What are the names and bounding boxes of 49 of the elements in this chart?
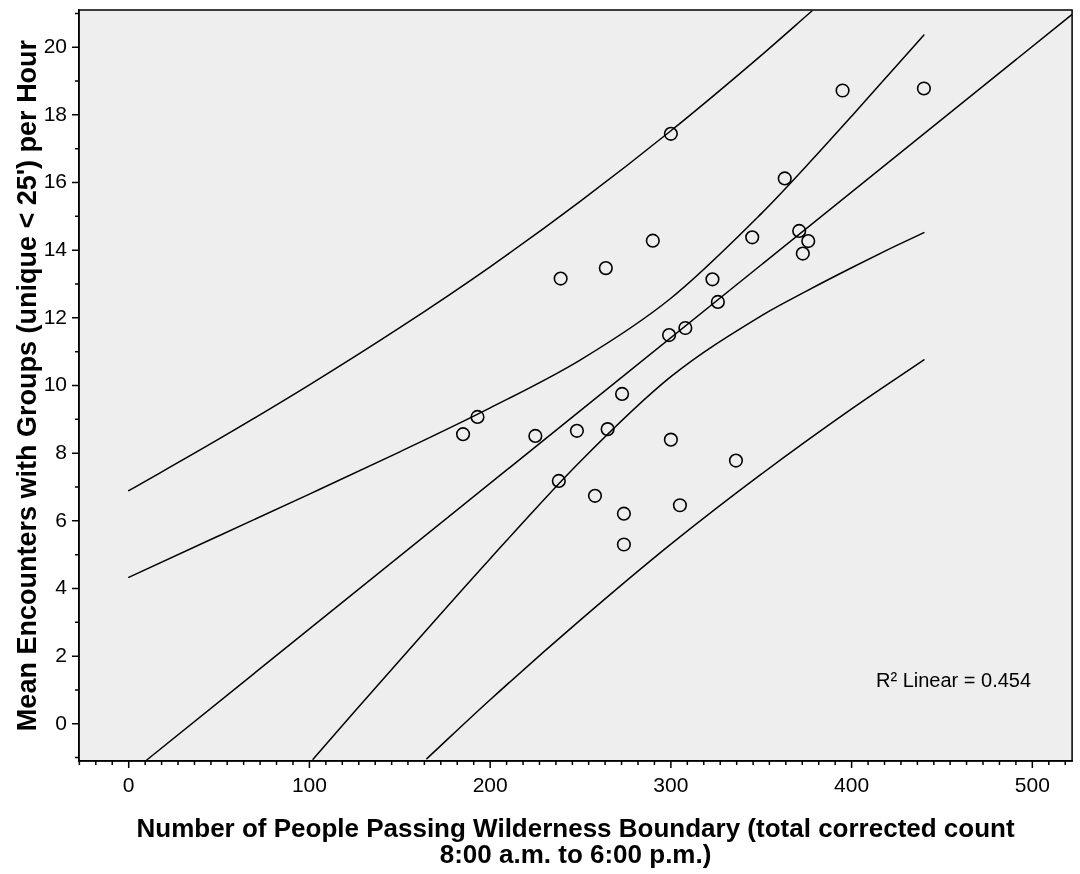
- x-tick-label: 300: [653, 773, 689, 797]
- y-tick-label: 16: [43, 169, 67, 193]
- point: [705, 272, 720, 287]
- line-series: [127, 34, 925, 579]
- point: [455, 427, 471, 442]
- y-axis-title: Mean Encounters with Groups (unique < 25') per Hour: [11, 39, 42, 732]
- point: [710, 294, 725, 310]
- point: [551, 473, 566, 488]
- y-tick-label: 2: [55, 642, 67, 666]
- x-tick-label: 500: [1014, 773, 1050, 797]
- y-tick-label: 14: [43, 236, 68, 260]
- point: [600, 422, 615, 437]
- point: [598, 261, 613, 276]
- point: [728, 453, 744, 468]
- annotation: R² Linear = 0.454: [875, 668, 1032, 691]
- point: [661, 328, 677, 343]
- point: [663, 126, 678, 141]
- y-tick-label: 10: [43, 372, 67, 396]
- point: [792, 223, 807, 238]
- point: [470, 409, 485, 425]
- point: [528, 428, 543, 444]
- x-tick-label: 400: [834, 773, 870, 797]
- y-tick-label: 20: [43, 34, 67, 58]
- y-tick-label: 4: [55, 575, 68, 599]
- point: [663, 432, 678, 447]
- y-tick-label: 8: [55, 439, 67, 463]
- y-tick-label: 6: [55, 507, 67, 531]
- point: [645, 233, 660, 248]
- y-tick-label: 12: [43, 304, 67, 328]
- point: [916, 81, 931, 96]
- point: [587, 488, 603, 503]
- point: [616, 537, 631, 552]
- x-axis-title: Number of People Passing Wilderness Boundary (total corrected count 8:00 a.m. to 6:00 p.m.): [136, 813, 1015, 870]
- point: [553, 271, 568, 286]
- point: [569, 423, 584, 438]
- point: [795, 246, 810, 261]
- y-tick-label: 18: [43, 101, 67, 125]
- point: [616, 506, 631, 521]
- point: [614, 386, 630, 402]
- x-tick-label: 200: [472, 773, 508, 797]
- x-tick-label: 100: [291, 773, 327, 797]
- x-tick-label: 0: [122, 773, 135, 797]
- point: [801, 233, 816, 249]
- point: [745, 230, 760, 245]
- point: [777, 171, 792, 186]
- point: [678, 320, 693, 336]
- y-tick-label: 0: [55, 710, 67, 734]
- point: [672, 498, 688, 513]
- point: [835, 83, 850, 98]
